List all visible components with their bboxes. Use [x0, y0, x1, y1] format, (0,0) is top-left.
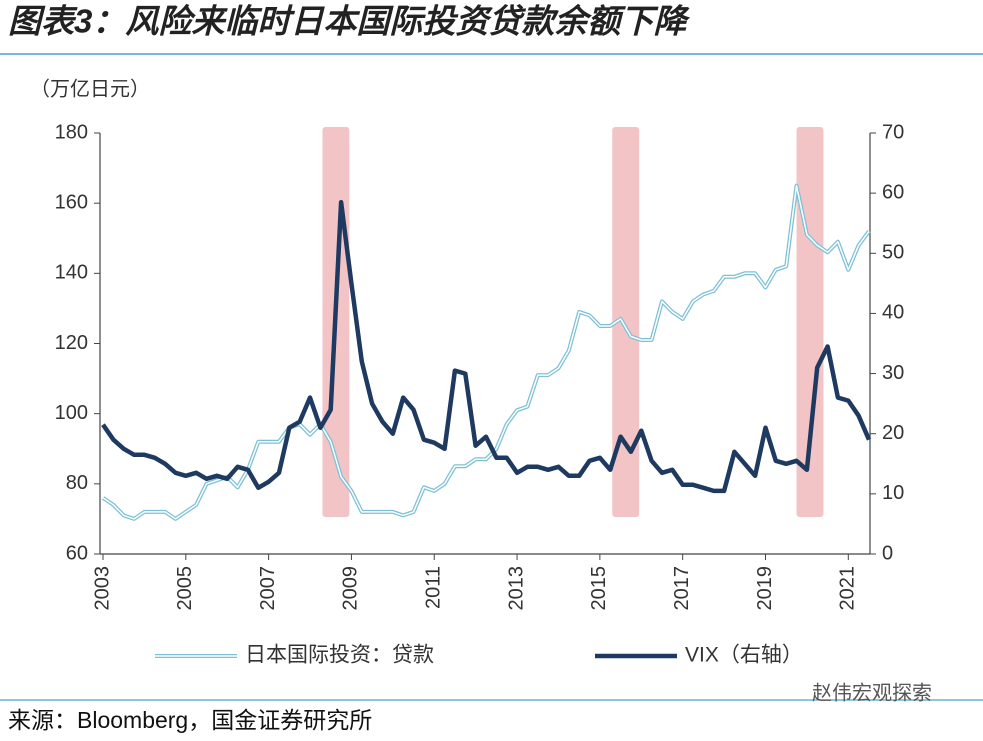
y-tick-label: 80 — [66, 472, 88, 494]
y2-tick-label: 20 — [882, 422, 904, 444]
x-tick-label: 2013 — [505, 566, 527, 611]
y-axis-label: （万亿日元） — [30, 77, 150, 100]
series-line-inner — [102, 184, 870, 520]
watermark: 赵伟宏观探索 — [812, 681, 932, 704]
y2-tick-label: 50 — [882, 242, 904, 264]
legend-label: VIX（右轴） — [685, 644, 803, 667]
y-tick-label: 180 — [55, 121, 88, 143]
x-tick-label: 2007 — [257, 566, 279, 611]
highlight-band — [612, 127, 640, 517]
y-tick-label: 140 — [55, 262, 88, 284]
x-tick-label: 2019 — [754, 566, 776, 611]
y-tick-label: 60 — [66, 542, 88, 564]
y2-tick-label: 40 — [882, 302, 904, 324]
series-line — [101, 183, 871, 521]
x-tick-label: 2017 — [671, 566, 693, 611]
y2-tick-label: 60 — [882, 181, 904, 203]
series-line — [101, 199, 872, 494]
y-tick-label: 100 — [55, 402, 88, 424]
x-tick-label: 2003 — [91, 566, 113, 611]
y2-tick-label: 10 — [882, 482, 904, 504]
y2-tick-label: 70 — [882, 121, 904, 143]
chart-title: 图表3：风险来临时日本国际投资贷款余额下降 — [8, 3, 690, 40]
y2-tick-label: 0 — [882, 542, 893, 564]
y2-tick-label: 30 — [882, 362, 904, 384]
y-tick-label: 160 — [55, 191, 88, 213]
x-tick-label: 2011 — [423, 566, 445, 609]
legend-label: 日本国际投资：贷款 — [245, 644, 434, 667]
x-tick-label: 2009 — [340, 566, 362, 611]
x-tick-label: 2015 — [588, 566, 610, 611]
x-tick-label: 2021 — [837, 566, 859, 611]
y-tick-label: 120 — [55, 332, 88, 354]
x-tick-label: 2005 — [174, 566, 196, 611]
source: 来源：Bloomberg，国金证券研究所 — [8, 707, 372, 733]
